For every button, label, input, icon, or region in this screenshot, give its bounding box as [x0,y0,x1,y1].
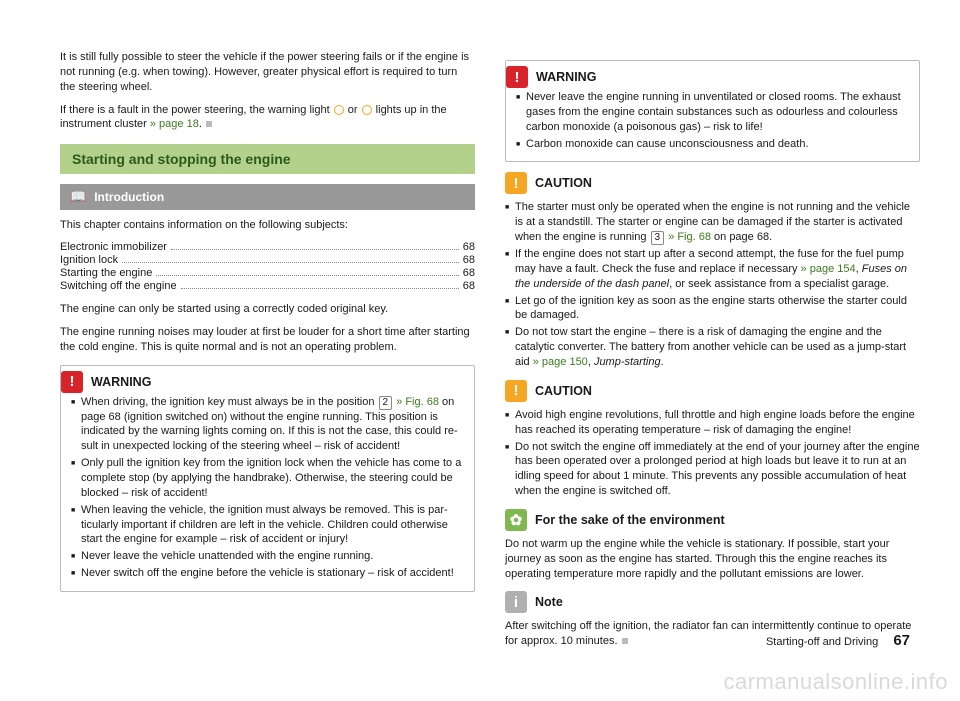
toc-leader [122,262,459,263]
toc-intro: This chapter contains information on the… [60,218,475,233]
environment-icon: ✿ [505,509,527,531]
watermark: carmanualsonline.info [723,669,948,695]
position-key: 2 [379,396,393,410]
toc-row: Electronic immobilizer 68 [60,241,475,253]
warning-title: WARNING [536,70,596,84]
page: It is still fully possible to steer the … [0,0,960,677]
right-column: ! WARNING Never leave the engine running… [505,50,920,657]
warning-head: ! WARNING [61,366,474,395]
toc-label: Switching off the engine [60,280,177,292]
body-text: The engine can only be started using a c… [60,302,475,317]
list-item: Carbon monoxide can cause unconsciousnes… [516,137,909,152]
section-heading: Starting and stopping the engine [60,144,475,174]
list-item: When leaving the vehicle, the ignition m… [71,503,464,548]
environment-title: For the sake of the environment [535,513,725,527]
toc-label: Electronic immobilizer [60,241,167,253]
warning-head: ! WARNING [506,61,919,90]
caution-title: CAUTION [535,176,592,190]
page-link[interactable]: » page 154 [801,263,856,275]
note-icon: i [505,591,527,613]
toc-leader [171,249,459,250]
warning-box: ! WARNING Never leave the engine running… [505,60,920,162]
list-item: Only pull the ignition key from the igni… [71,456,464,501]
text: If there is a fault in the power steerin… [60,104,333,116]
warning-body: When driving, the ignition key must alwa… [61,395,474,591]
caution-head: ! CAUTION [505,380,920,402]
sub-heading-label: Introduction [94,190,164,204]
text: . [661,356,664,368]
toc-page: 68 [463,254,475,266]
note-title: Note [535,595,563,609]
list-item: Avoid high engine revolutions, full thro… [505,408,920,438]
footer-section: Starting-off and Driving [766,636,878,648]
fig-link[interactable]: » Fig. 68 [393,396,439,408]
list-item: When driving, the ignition key must alwa… [71,395,464,455]
book-icon: 📖 [70,189,86,205]
list-item: Never leave the vehicle unattended with … [71,549,464,564]
warning-title: WARNING [91,375,151,389]
text: on page 68. [711,231,772,243]
toc-page: 68 [463,241,475,253]
left-column: It is still fully possible to steer the … [60,50,475,657]
list-item: The starter must only be operated when t… [505,200,920,245]
toc: Electronic immobilizer 68 Ignition lock … [60,241,475,292]
section-end-icon [206,121,212,127]
note-head: i Note [505,591,920,613]
page-link[interactable]: » page 150 [533,356,588,368]
warning-light-icon [362,105,372,115]
page-number: 67 [893,632,910,649]
body-text: The engine running noises may louder at … [60,325,475,355]
caution-head: ! CAUTION [505,172,920,194]
list-item: Never leave the engine running in unvent… [516,90,909,135]
text: , or seek assistance from a specialist g… [669,278,889,290]
text: or [345,104,361,116]
list-item: If the engine does not start up after a … [505,247,920,292]
fig-link[interactable]: » Fig. 68 [665,231,711,243]
intro-p2: If there is a fault in the power steerin… [60,103,475,133]
caution-body: The starter must only be operated when t… [505,200,920,369]
toc-label: Starting the engine [60,267,152,279]
caution-title: CAUTION [535,384,592,398]
toc-row: Switching off the engine 68 [60,280,475,292]
toc-page: 68 [463,280,475,292]
toc-label: Ignition lock [60,254,118,266]
caution-icon: ! [505,380,527,402]
warning-body: Never leave the engine running in unvent… [506,90,919,161]
page-footer: Starting-off and Driving 67 [766,632,910,649]
warning-icon: ! [506,66,528,88]
text: . [199,118,202,130]
list-item: Do not switch the engine off immediately… [505,440,920,499]
toc-row: Ignition lock 68 [60,254,475,266]
toc-row: Starting the engine 68 [60,267,475,279]
caution-body: Avoid high engine revolutions, full thro… [505,408,920,499]
list-item: Do not tow start the engine – there is a… [505,325,920,370]
toc-page: 68 [463,267,475,279]
position-key: 3 [651,231,665,245]
section-end-icon [622,638,628,644]
list-item: Never switch off the engine before the v… [71,566,464,581]
page-link[interactable]: » page 18 [150,118,199,130]
sub-heading: 📖 Introduction [60,184,475,210]
text: When driving, the ignition key must alwa… [81,396,378,408]
list-item: Let go of the ignition key as soon as th… [505,294,920,324]
warning-icon: ! [61,371,83,393]
intro-p1: It is still fully possible to steer the … [60,50,475,95]
toc-leader [181,288,459,289]
caution-icon: ! [505,172,527,194]
italic-ref: Jump-starting [594,356,661,368]
warning-box: ! WARNING When driving, the ignition key… [60,365,475,592]
warning-light-icon [334,105,344,115]
toc-leader [156,275,458,276]
environment-text: Do not warm up the engine while the vehi… [505,537,920,582]
environment-head: ✿ For the sake of the environment [505,509,920,531]
